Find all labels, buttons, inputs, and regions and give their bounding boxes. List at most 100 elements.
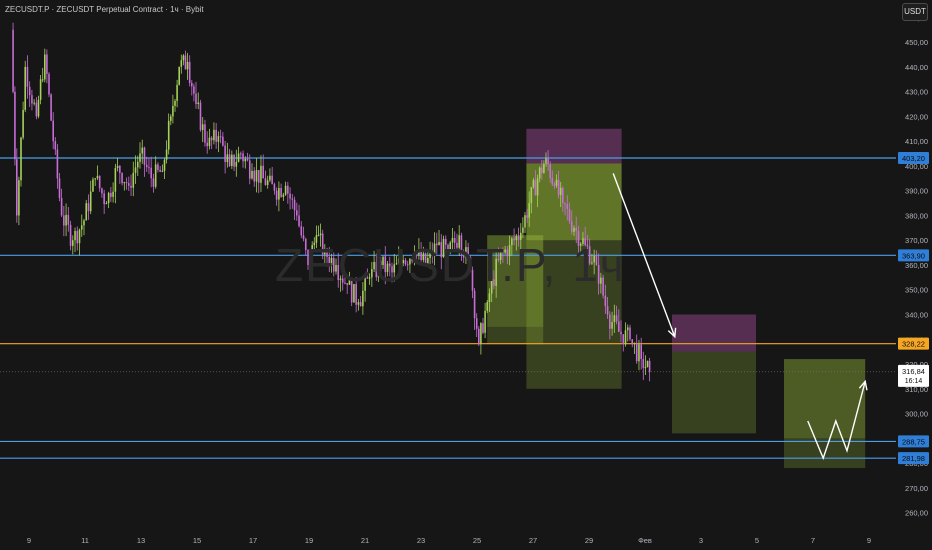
candle-body	[20, 137, 22, 181]
candle-body	[257, 170, 260, 183]
candle-body	[388, 263, 391, 267]
candle-body	[579, 243, 582, 246]
candle-body	[553, 184, 556, 186]
candle-body	[341, 278, 344, 283]
candle-body	[89, 191, 92, 212]
candle-body	[87, 203, 90, 212]
candle-body	[14, 91, 16, 160]
level-tag-4[interactable]	[898, 452, 929, 465]
candle-body	[101, 188, 103, 194]
candle-body	[98, 175, 101, 189]
candle-body	[442, 238, 445, 258]
candle-body	[633, 342, 636, 344]
candle-body	[400, 258, 402, 264]
level-tag-3[interactable]	[898, 435, 929, 448]
candle-body	[182, 55, 185, 61]
level-tag-label-3: 288,75	[902, 437, 925, 446]
x-tick-label: 7	[811, 536, 815, 545]
x-tick-label: 5	[755, 536, 759, 545]
candle-body	[244, 158, 247, 162]
candle-body	[366, 277, 369, 279]
y-tick-label: 390,00	[905, 187, 928, 196]
candle-body	[506, 249, 509, 257]
candle-body	[538, 167, 541, 179]
zone-short-target-3[interactable]	[672, 351, 756, 434]
candle-body	[31, 95, 33, 104]
candle-body	[110, 192, 112, 197]
candle-body	[302, 235, 305, 239]
candle-body	[235, 161, 238, 167]
symbol-watermark: ZECUSDT.P, 1ч	[275, 239, 626, 291]
candle-body	[624, 330, 627, 345]
candle-body	[12, 29, 14, 92]
candle-body	[418, 249, 420, 255]
candle-body	[640, 344, 642, 360]
level-tag-label-2: 328,22	[902, 340, 925, 349]
candle-body	[436, 243, 438, 246]
candle-body	[508, 245, 511, 257]
candle-body	[648, 360, 651, 372]
candle-body	[253, 170, 256, 182]
candle-body	[377, 260, 380, 278]
candle-body	[163, 159, 166, 171]
candle-body	[395, 263, 398, 265]
candle-body	[161, 170, 164, 172]
candle-body	[517, 236, 520, 240]
candle-body	[145, 164, 148, 168]
candle-body	[482, 323, 484, 333]
candle-body	[296, 210, 298, 216]
candle-body	[125, 182, 128, 184]
x-tick-label: 25	[473, 536, 481, 545]
zone-short-risk-3[interactable]	[672, 314, 756, 352]
candle-body	[411, 259, 413, 262]
currency-button[interactable]: USDT	[902, 3, 928, 21]
candle-body	[317, 235, 320, 237]
candle-body	[186, 61, 189, 70]
candle-body	[80, 225, 83, 230]
candle-body	[582, 238, 584, 244]
candle-body	[143, 147, 146, 165]
candle-body	[315, 235, 318, 243]
candle-body	[141, 147, 144, 154]
level-tag-0[interactable]	[898, 151, 929, 164]
zone-long-stop-1[interactable]	[526, 240, 622, 389]
candle-body	[355, 284, 357, 305]
y-tick-label: 300,00	[905, 410, 928, 419]
candle-body	[172, 105, 174, 117]
candle-body	[626, 327, 629, 331]
candle-body	[577, 230, 580, 246]
candle-body	[324, 252, 326, 255]
x-tick-label: 21	[361, 536, 369, 545]
candle-body	[228, 154, 231, 166]
y-tick-label: 450,00	[905, 38, 928, 47]
candle-body	[178, 66, 180, 85]
candle-body	[266, 180, 269, 186]
zone-long-stop-0[interactable]	[487, 326, 544, 345]
candle-body	[484, 310, 486, 333]
candle-body	[638, 344, 640, 362]
candle-body	[152, 178, 155, 187]
candle-body	[69, 224, 72, 246]
candle-body	[384, 256, 387, 273]
level-tag-1[interactable]	[898, 249, 929, 262]
candle-body	[60, 197, 63, 216]
y-tick-label: 350,00	[905, 286, 928, 295]
candle-body	[499, 251, 502, 261]
candle-body	[460, 235, 463, 254]
candle-body	[328, 256, 331, 265]
candle-body	[72, 240, 74, 246]
level-tag-2[interactable]	[898, 337, 929, 350]
candle-body	[260, 165, 262, 183]
candle-body	[107, 192, 110, 204]
candle-body	[415, 252, 418, 255]
candle-body	[555, 179, 558, 186]
candle-body	[132, 172, 135, 188]
candle-body	[551, 178, 554, 185]
zone-long-target-4[interactable]	[784, 359, 866, 439]
candle-body	[92, 179, 94, 192]
candle-body	[545, 158, 547, 164]
candle-body	[39, 79, 42, 100]
candle-body	[375, 261, 378, 278]
candle-body	[195, 93, 197, 105]
